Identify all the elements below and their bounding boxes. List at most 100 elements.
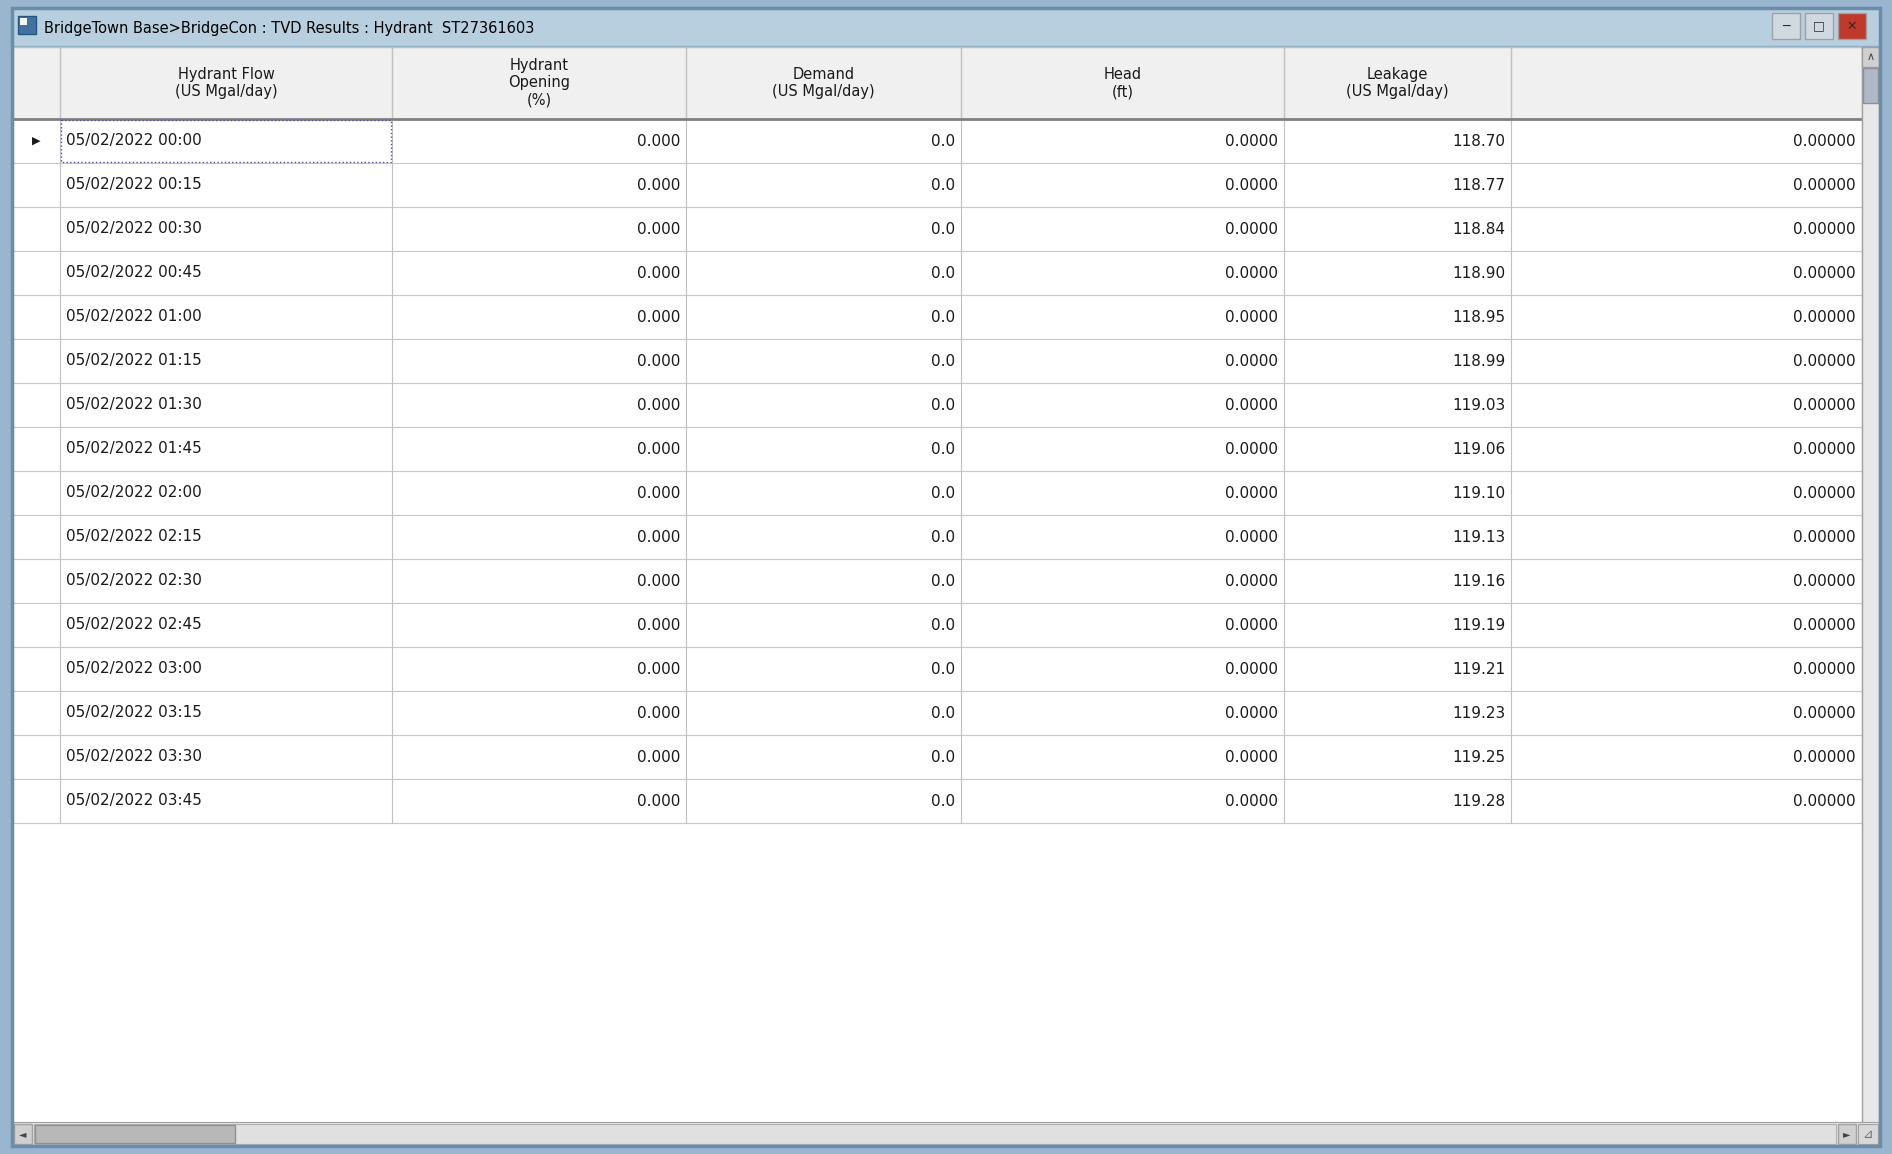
Text: 05/02/2022 01:00: 05/02/2022 01:00: [66, 309, 202, 324]
Text: 05/02/2022 00:30: 05/02/2022 00:30: [66, 222, 202, 237]
Bar: [1862, 47, 1879, 67]
Text: 0.0000: 0.0000: [1224, 574, 1277, 589]
Text: 05/02/2022 01:15: 05/02/2022 01:15: [66, 353, 202, 368]
Text: 0.000: 0.000: [638, 574, 681, 589]
Text: 0.0000: 0.0000: [1224, 486, 1277, 501]
Bar: [34, 1125, 235, 1142]
Text: 119.10: 119.10: [1451, 486, 1506, 501]
Text: 0.00000: 0.00000: [1794, 705, 1856, 720]
Text: 0.000: 0.000: [638, 530, 681, 545]
Text: 0.000: 0.000: [638, 134, 681, 149]
Text: 0.0000: 0.0000: [1224, 353, 1277, 368]
Text: 0.0: 0.0: [931, 574, 955, 589]
Text: 0.0000: 0.0000: [1224, 397, 1277, 412]
Text: ─: ─: [1782, 20, 1790, 32]
Text: 0.000: 0.000: [638, 705, 681, 720]
Text: 05/02/2022 02:15: 05/02/2022 02:15: [66, 530, 202, 545]
Bar: [1862, 47, 1879, 1146]
Text: 119.25: 119.25: [1451, 749, 1506, 764]
Text: 0.00000: 0.00000: [1794, 574, 1856, 589]
Text: ►: ►: [1843, 1129, 1850, 1139]
Bar: [13, 252, 1862, 295]
Text: 119.28: 119.28: [1451, 794, 1506, 809]
Text: 0.000: 0.000: [638, 486, 681, 501]
Text: 0.00000: 0.00000: [1794, 265, 1856, 280]
Text: 0.0000: 0.0000: [1224, 705, 1277, 720]
Text: 05/02/2022 00:15: 05/02/2022 00:15: [66, 178, 202, 193]
Text: 05/02/2022 00:45: 05/02/2022 00:45: [66, 265, 202, 280]
Text: ∨: ∨: [1866, 1131, 1875, 1141]
Bar: [13, 471, 1862, 515]
Text: 0.00000: 0.00000: [1794, 794, 1856, 809]
Text: 0.000: 0.000: [638, 397, 681, 412]
Bar: [1864, 68, 1879, 103]
Text: 0.0: 0.0: [931, 178, 955, 193]
Text: 05/02/2022 03:00: 05/02/2022 03:00: [66, 661, 202, 676]
Text: ✕: ✕: [1847, 20, 1858, 32]
Bar: [21, 18, 26, 25]
Text: 0.0000: 0.0000: [1224, 178, 1277, 193]
Text: 0.00000: 0.00000: [1794, 309, 1856, 324]
Bar: [13, 339, 1862, 383]
Bar: [13, 1124, 32, 1144]
Text: 0.0: 0.0: [931, 442, 955, 457]
Bar: [13, 647, 1862, 691]
Text: 0.0: 0.0: [931, 705, 955, 720]
Text: 05/02/2022 02:45: 05/02/2022 02:45: [66, 617, 202, 632]
Text: 0.000: 0.000: [638, 265, 681, 280]
Bar: [11, 8, 1881, 46]
Bar: [1805, 13, 1833, 39]
Text: 0.0: 0.0: [931, 353, 955, 368]
Text: 118.84: 118.84: [1453, 222, 1506, 237]
Text: 05/02/2022 03:15: 05/02/2022 03:15: [66, 705, 202, 720]
Text: 0.00000: 0.00000: [1794, 749, 1856, 764]
Bar: [13, 207, 1862, 252]
Bar: [13, 691, 1862, 735]
Text: □: □: [1813, 20, 1826, 32]
Text: 0.0: 0.0: [931, 222, 955, 237]
Bar: [1837, 13, 1866, 39]
Text: 119.16: 119.16: [1451, 574, 1506, 589]
Text: 119.19: 119.19: [1451, 617, 1506, 632]
Text: 0.0000: 0.0000: [1224, 617, 1277, 632]
Text: 0.000: 0.000: [638, 309, 681, 324]
Bar: [19, 16, 36, 33]
Text: 0.00000: 0.00000: [1794, 442, 1856, 457]
Text: 0.0000: 0.0000: [1224, 749, 1277, 764]
Text: 05/02/2022 00:00: 05/02/2022 00:00: [66, 134, 202, 149]
Bar: [13, 47, 1862, 119]
Text: 118.70: 118.70: [1453, 134, 1506, 149]
Text: 0.0000: 0.0000: [1224, 794, 1277, 809]
Text: 0.0: 0.0: [931, 265, 955, 280]
Text: 0.0: 0.0: [931, 661, 955, 676]
Text: 0.000: 0.000: [638, 353, 681, 368]
Bar: [13, 604, 1862, 647]
Bar: [1773, 13, 1799, 39]
Text: 0.0: 0.0: [931, 530, 955, 545]
Text: 0.0: 0.0: [931, 134, 955, 149]
Text: 118.90: 118.90: [1451, 265, 1506, 280]
Bar: [13, 779, 1862, 823]
Text: 0.00000: 0.00000: [1794, 134, 1856, 149]
Text: 0.0: 0.0: [931, 749, 955, 764]
Text: Leakage
(US Mgal/day): Leakage (US Mgal/day): [1345, 67, 1449, 99]
Text: 0.000: 0.000: [638, 794, 681, 809]
Text: 0.0: 0.0: [931, 794, 955, 809]
Bar: [11, 1122, 1881, 1146]
Bar: [1858, 1124, 1879, 1144]
Bar: [34, 1124, 1835, 1144]
Bar: [13, 119, 1862, 163]
Text: 119.23: 119.23: [1451, 705, 1506, 720]
Text: 119.13: 119.13: [1451, 530, 1506, 545]
Text: ▶: ▶: [32, 136, 42, 147]
Text: 119.21: 119.21: [1451, 661, 1506, 676]
Bar: [13, 735, 1862, 779]
Text: 0.00000: 0.00000: [1794, 222, 1856, 237]
Text: ◄: ◄: [19, 1129, 26, 1139]
Bar: [13, 163, 1862, 207]
Text: 0.0000: 0.0000: [1224, 309, 1277, 324]
Text: 05/02/2022 01:30: 05/02/2022 01:30: [66, 397, 202, 412]
Bar: [13, 383, 1862, 427]
Text: 118.77: 118.77: [1453, 178, 1506, 193]
Text: Head
(ft): Head (ft): [1103, 67, 1141, 99]
